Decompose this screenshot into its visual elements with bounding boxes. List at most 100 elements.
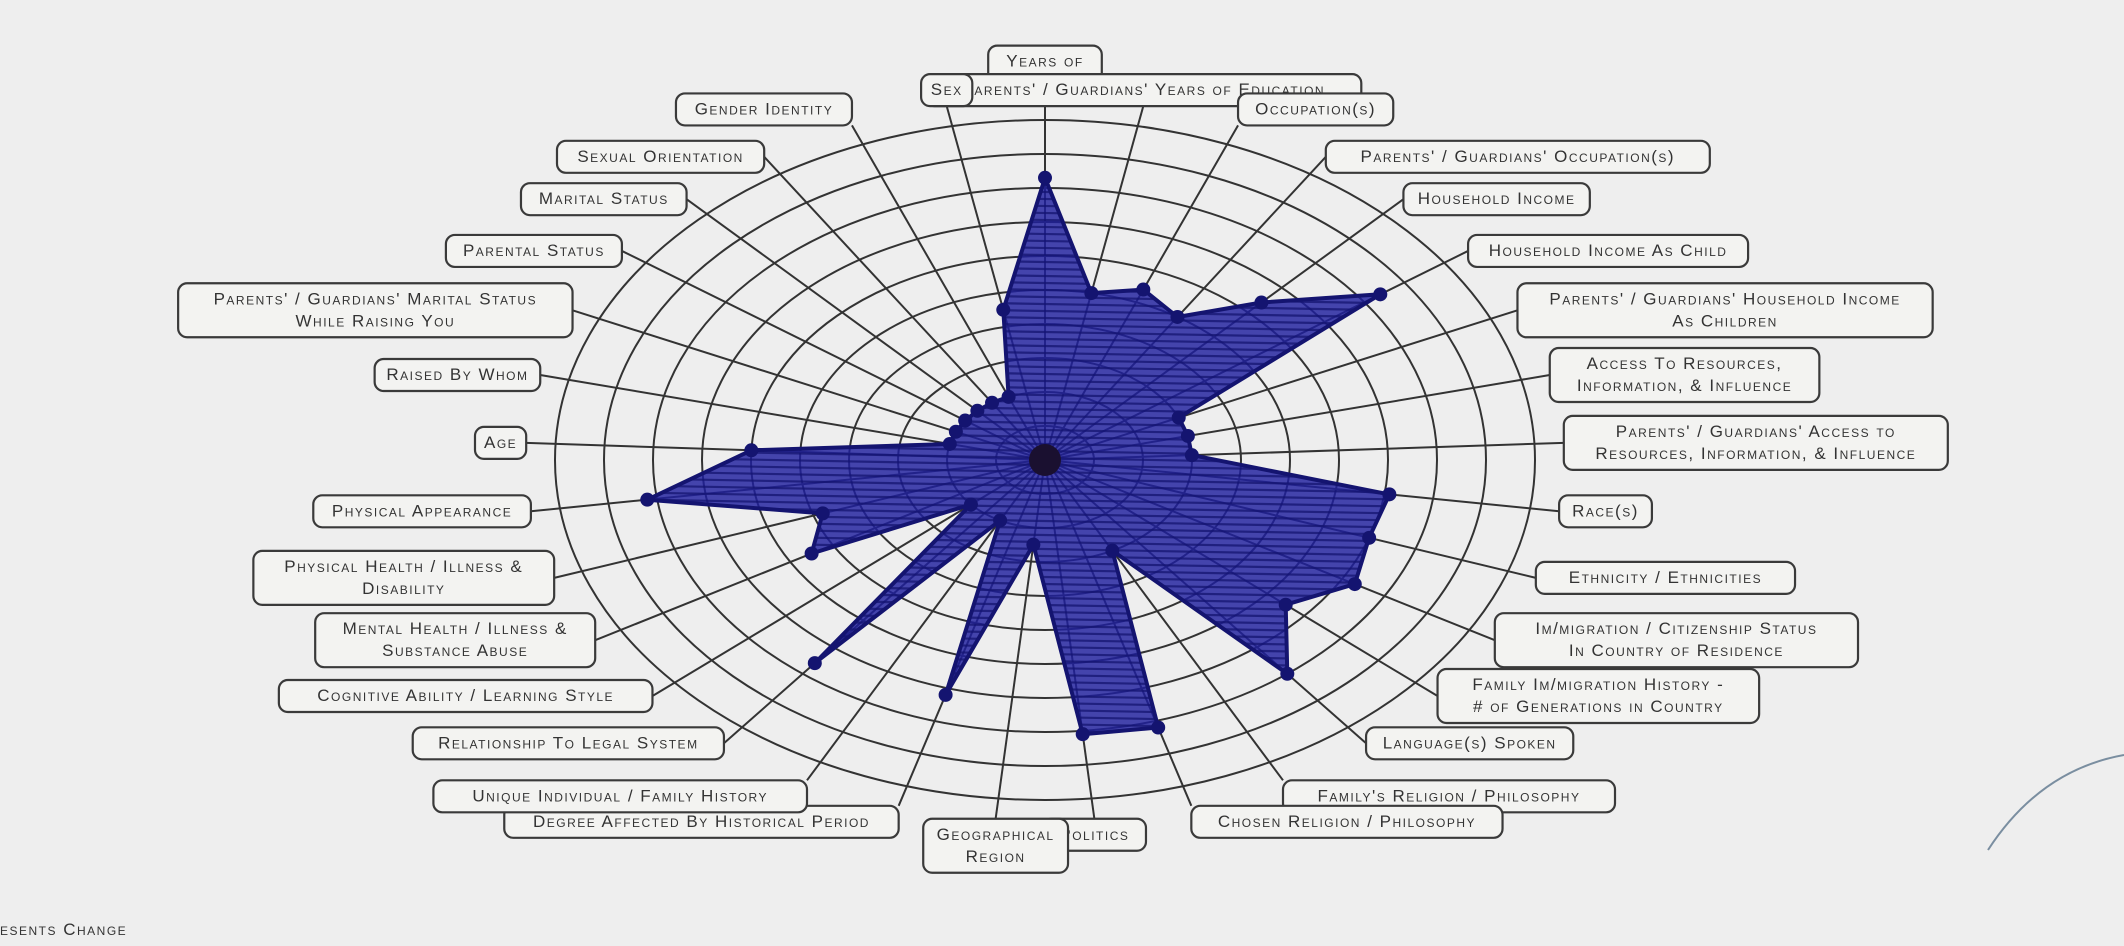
axis-label-text: Parental Status (463, 241, 605, 260)
axis-label: Parents' / Guardians' Household Income As… (1516, 282, 1934, 339)
axis-label-text: Family Im/migration History - (1472, 675, 1724, 694)
axis-label-text: Mental Health / Illness & (343, 619, 568, 638)
footer-caption: esents Change (0, 920, 128, 939)
axis-label-box (1364, 726, 1575, 761)
axis-label-text: Disability (362, 579, 445, 598)
axis-label-text: Ethnicity / Ethnicities (1569, 568, 1762, 587)
axis-label-text: Physical Health / Illness & (284, 557, 523, 576)
axis-label-text: Years of (1006, 52, 1083, 71)
profile-vertex-dot (1278, 597, 1293, 612)
profile-vertex-dot (948, 424, 963, 439)
axis-label-box (555, 139, 766, 174)
axis-label-box (411, 726, 726, 761)
profile-vertex-dot (804, 546, 819, 561)
profile-vertex-dot (1362, 530, 1377, 545)
axis-label-text: Relationship To Legal System (438, 733, 698, 752)
axis-labels: Years ofEducationParents' / Guardians' Y… (177, 44, 1949, 874)
axis-label-text: Degree Affected By Historical Period (533, 812, 870, 831)
axis-label-box (1562, 414, 1949, 471)
axis-label-box (1236, 92, 1395, 127)
axis-label-box (1534, 560, 1797, 595)
axis-label-text: Physical Appearance (332, 501, 512, 520)
axis-label: Household Income (1402, 182, 1591, 217)
axis-label: Access To Resources, Information, & Influ… (1548, 346, 1821, 404)
profile-vertex-dot (985, 395, 1000, 410)
axis-label: Ethnicity / Ethnicities (1534, 560, 1797, 595)
axis-label: Language(s) Spoken (1364, 726, 1575, 761)
axis-label-box (519, 182, 688, 217)
axis-label: Marital Status (519, 182, 688, 217)
axis-label-box (674, 92, 854, 127)
axis-label-text: Age (484, 433, 517, 452)
axis-label-box (177, 282, 574, 339)
axis-label: Parental Status (444, 233, 624, 269)
axis-label-text: Im/migration / Citizenship Status (1535, 619, 1817, 638)
axis-label: Age (473, 425, 528, 460)
profile-vertex-dot (1170, 309, 1185, 324)
axis-label-text: Sex (931, 80, 963, 99)
axis-label-box (373, 357, 542, 393)
axis-label-text: Parents' / Guardians' Marital Status (214, 289, 538, 308)
profile-vertex-dot (1347, 577, 1362, 592)
profile-vertex-dot (993, 513, 1008, 528)
axis-label-text: Unique Individual / Family History (472, 786, 768, 805)
profile-vertex-dot (942, 436, 957, 451)
axis-label-text: Household Income (1418, 189, 1576, 208)
profile-vertex-dot (640, 492, 655, 507)
profile-vertex-dot (1382, 487, 1397, 502)
profile-vertex-dot (1151, 720, 1166, 735)
profile-vertex-dot (1075, 727, 1090, 742)
profile-vertex-dot (1373, 287, 1388, 302)
axis-label-text: Race(s) (1572, 501, 1639, 520)
axis-label: Occupation(s) (1236, 92, 1395, 127)
axis-label-text: Region (966, 847, 1026, 866)
axis-label: Parents' / Guardians' Occupation(s) (1324, 139, 1711, 174)
axis-label-box (1493, 612, 1860, 669)
axis-label-text: # of Generations in Country (1473, 697, 1724, 716)
axis-label-text: While Raising You (296, 311, 456, 330)
axis-label: Race(s) (1558, 494, 1654, 529)
axis-label: Parents' / Guardians' Access to Resources… (1562, 414, 1949, 471)
axis-label: Cognitive Ability / Learning Style (277, 678, 654, 714)
axis-label-box (1558, 494, 1654, 529)
profile-vertex-dot (1280, 666, 1295, 681)
axis-label: Unique Individual / Family History (432, 779, 809, 814)
axis-label-text: Family's Religion / Philosophy (1318, 786, 1581, 805)
axis-label: Gender Identity (674, 92, 854, 127)
axis-label: Im/migration / Citizenship Status In Coun… (1493, 612, 1860, 669)
axis-label-box (312, 494, 532, 529)
axis-label-box (1516, 282, 1934, 339)
profile-vertex-dot (1184, 448, 1199, 463)
axis-label-box (444, 233, 624, 269)
axis-label-box (473, 425, 528, 460)
axis-label-text: Resources, Information, & Influence (1595, 444, 1916, 463)
axis-label-text: Chosen Religion / Philosophy (1218, 812, 1476, 831)
axis-label-text: Parents' / Guardians' Access to (1616, 422, 1896, 441)
axis-label-text: Substance Abuse (382, 641, 528, 660)
profile-vertex-dot (970, 403, 985, 418)
axis-label-text: Politics (1059, 825, 1129, 844)
profile-vertex-dot (1038, 170, 1052, 185)
axis-label-box (922, 817, 1070, 874)
edge-curl-mark (1987, 754, 2124, 851)
center-dot (1029, 444, 1061, 476)
profile-vertex-dot (1136, 282, 1151, 297)
axis-label-text: Parents' / Guardians' Years of Education (962, 80, 1326, 99)
profile-vertex-dot (996, 302, 1011, 317)
axis-label: Sex (920, 73, 974, 108)
profile-vertex-dot (1254, 295, 1269, 310)
axis-label: Physical Health / Illness & Disability (252, 549, 556, 606)
axis-label-text: Parents' / Guardians' Household Income (1549, 289, 1900, 308)
axis-label-text: Raised By Whom (386, 365, 528, 384)
axis-label-text: In Country of Residence (1569, 641, 1784, 660)
profile-vertex-dot (807, 656, 822, 671)
axis-label: Household Income As Child (1466, 233, 1750, 269)
profile-vertex-dot (815, 506, 830, 521)
profile-vertex-dot (1171, 410, 1186, 425)
axis-label-text: Sexual Orientation (577, 147, 744, 166)
profile-vertex-dot (744, 443, 759, 458)
axis-label-box (314, 612, 597, 669)
axis-label-box (1466, 233, 1750, 269)
axis-label-box (252, 549, 556, 606)
